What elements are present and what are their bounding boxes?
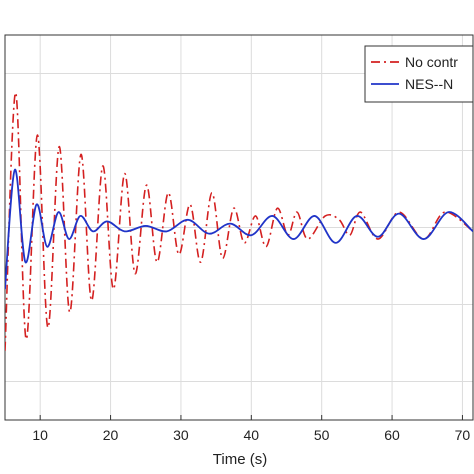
x-tick-label: 40 (244, 427, 260, 443)
series-line (5, 91, 473, 351)
x-tick-label: 50 (314, 427, 330, 443)
x-tick-label: 60 (384, 427, 400, 443)
plot-frame (4, 34, 474, 421)
x-tick-label: 30 (173, 427, 189, 443)
x-tick-label: 20 (103, 427, 119, 443)
x-axis-label: Time (s) (213, 451, 267, 468)
legend-box (364, 45, 474, 103)
legend-label: No contr (405, 54, 458, 70)
x-tick-label: 70 (455, 427, 471, 443)
x-tick-label: 10 (32, 427, 48, 443)
legend-label: NES--N (405, 76, 453, 92)
series-line (5, 168, 473, 290)
